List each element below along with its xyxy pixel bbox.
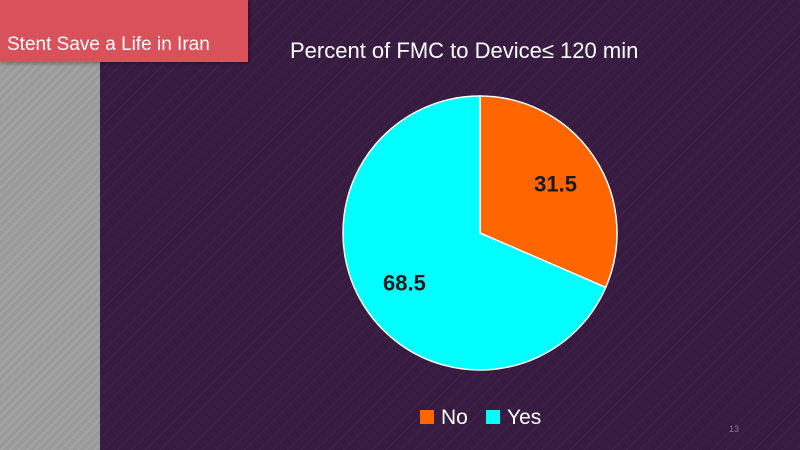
title-banner: Stent Save a Life in Iran <box>0 0 248 62</box>
pie-slice-yes <box>342 95 607 371</box>
data-label-yes: 68.5 <box>383 271 426 296</box>
slide-background <box>100 0 800 450</box>
left-decorative-panel <box>0 0 100 450</box>
legend-label-yes: Yes <box>507 406 541 429</box>
data-label-no: 31.5 <box>534 171 577 196</box>
pie-slice-no <box>479 95 618 289</box>
legend-swatch-no <box>420 410 434 424</box>
banner-text: Stent Save a Life in Iran <box>7 34 210 55</box>
chart-title: Percent of FMC to Device≤ 120 min <box>290 38 639 63</box>
legend-label-no: No <box>441 406 468 429</box>
page-number: 13 <box>729 424 740 434</box>
legend-swatch-yes <box>486 410 500 424</box>
